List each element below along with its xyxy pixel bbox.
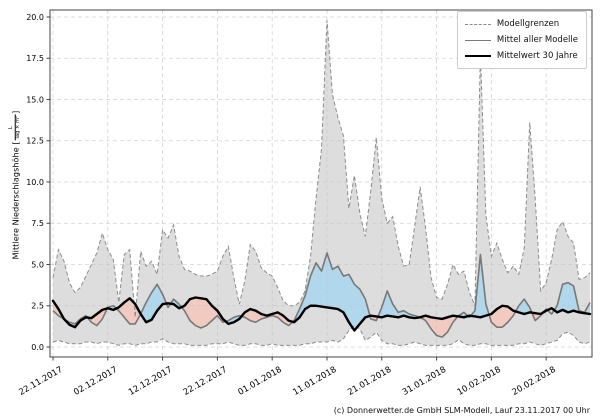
svg-text:22.12.2017: 22.12.2017	[182, 365, 229, 398]
svg-text:12.5: 12.5	[26, 137, 44, 146]
legend-label: Modellgrenzen	[496, 19, 560, 29]
solid-gray-line-icon	[464, 39, 491, 41]
svg-text:31.01.2018: 31.01.2018	[401, 365, 448, 398]
svg-text:0.0: 0.0	[31, 343, 44, 352]
svg-text:22.11.2017: 22.11.2017	[17, 365, 64, 398]
legend-label: Mittelwert 30 Jahre	[496, 51, 578, 61]
legend-label: Mittel aller Modelle	[496, 35, 578, 45]
dashed-gray-line-icon	[464, 23, 491, 25]
legend-item-mittelwert-30-jahre: Mittelwert 30 Jahre	[464, 48, 578, 64]
y-axis-label-text: Mittlere Niederschlagshöhe	[11, 147, 21, 260]
svg-text:02.12.2017: 02.12.2017	[72, 365, 119, 398]
svg-text:15.0: 15.0	[26, 95, 44, 104]
svg-text:21.01.2018: 21.01.2018	[346, 365, 393, 398]
y-axis-unit-close-bracket: ]	[11, 110, 21, 114]
thick-black-line-icon	[464, 55, 491, 57]
svg-text:12.12.2017: 12.12.2017	[127, 365, 174, 398]
unit-denominator: Tag × m²	[14, 115, 21, 140]
copyright-text: (c) Donnerwetter.de GmbH SLM-Modell, Lau…	[333, 406, 590, 415]
svg-text:01.01.2018: 01.01.2018	[237, 365, 284, 398]
svg-text:20.0: 20.0	[26, 13, 44, 22]
svg-text:20.02.2018: 20.02.2018	[511, 365, 558, 398]
y-axis-label: Mittlere Niederschlagshöhe [L Tag × m²]	[8, 110, 23, 260]
legend-item-mittel-aller-modelle: Mittel aller Modelle	[464, 32, 578, 48]
svg-text:17.5: 17.5	[26, 54, 44, 63]
svg-text:11.01.2018: 11.01.2018	[291, 365, 338, 398]
svg-text:7.5: 7.5	[31, 219, 44, 228]
y-axis-unit-open-bracket: [	[11, 141, 21, 145]
svg-text:2.5: 2.5	[31, 302, 44, 311]
y-axis-unit-fraction: L Tag × m²	[8, 114, 22, 141]
legend: Modellgrenzen Mittel aller Modelle Mitte…	[456, 11, 587, 69]
legend-item-modellgrenzen: Modellgrenzen	[464, 16, 578, 32]
svg-text:10.0: 10.0	[26, 178, 44, 187]
svg-text:10.02.2018: 10.02.2018	[456, 365, 503, 398]
svg-text:5.0: 5.0	[31, 260, 44, 269]
